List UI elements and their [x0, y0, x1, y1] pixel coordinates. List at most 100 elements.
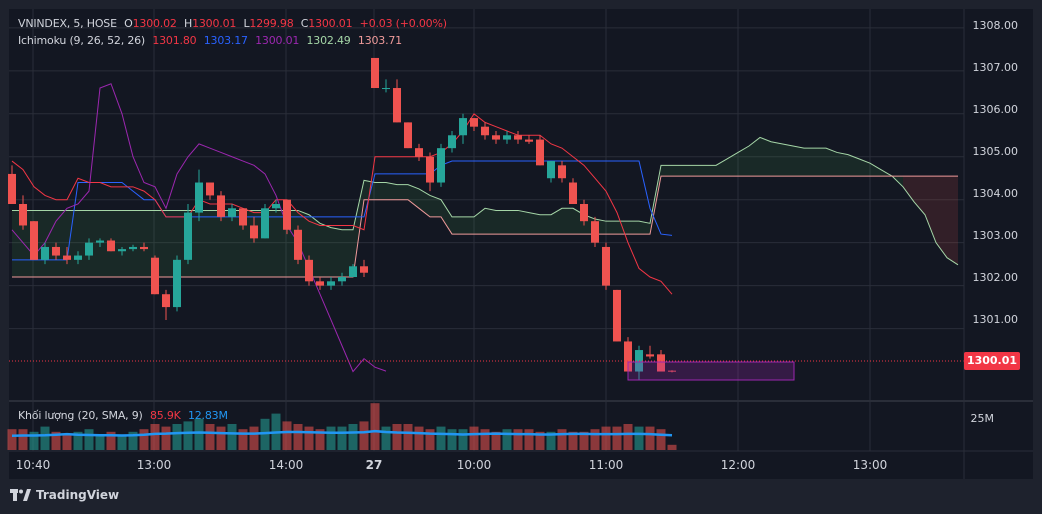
cloud-segment: [320, 223, 331, 278]
volume-bar: [249, 426, 259, 450]
candle-body: [393, 88, 401, 123]
cloud-segment: [925, 176, 936, 243]
symbol-legend[interactable]: VNINDEX, 5, HOSE O1300.02 H1300.01 L1299…: [18, 17, 455, 30]
base-value: 1303.17: [203, 34, 248, 47]
cloud-segment: [221, 210, 232, 278]
volume-bar: [106, 431, 116, 450]
cloud-segment: [111, 210, 122, 278]
volume-bar: [436, 426, 446, 450]
cloud-segment: [694, 165, 705, 177]
volume-bar: [612, 426, 622, 450]
candle-body: [8, 173, 16, 204]
candle-body: [305, 259, 313, 282]
high-label: H: [184, 17, 193, 30]
candle-body: [404, 122, 412, 149]
change-value: +0.03 (+0.00%): [359, 17, 447, 30]
candle-body: [657, 354, 665, 372]
candle-body: [569, 182, 577, 204]
cloud-segment: [551, 208, 562, 235]
symbol-name[interactable]: VNINDEX, 5, HOSE: [18, 17, 117, 30]
time-tick: 13:00: [852, 458, 888, 472]
candle-body: [349, 266, 357, 278]
candle-body: [118, 249, 126, 252]
volume-bar: [51, 431, 61, 450]
candle-body: [525, 139, 533, 142]
cloud-segment: [782, 143, 793, 177]
tradingview-logo[interactable]: TradingView: [10, 488, 119, 502]
volume-bar: [370, 403, 380, 450]
price-axis-area: [964, 9, 1033, 479]
candle-body: [459, 118, 467, 136]
price-tick: 1302.00: [972, 271, 1019, 284]
candle-body: [492, 135, 500, 140]
volume-bar: [260, 418, 270, 450]
cloud-segment: [518, 210, 529, 235]
volume-bar: [557, 429, 567, 450]
cloud-segment: [331, 227, 342, 278]
ichimoku-name[interactable]: Ichimoku (9, 26, 52, 26): [18, 34, 146, 47]
cloud-segment: [100, 210, 111, 278]
tradingview-icon: [10, 489, 31, 501]
candle-body: [195, 182, 203, 213]
time-tick: 12:00: [720, 458, 756, 472]
volume-bar: [480, 429, 490, 450]
volume-bar: [348, 424, 358, 450]
price-tick: 1308.00: [972, 19, 1019, 32]
candle-body: [74, 255, 82, 260]
candle-body: [437, 148, 445, 183]
volume-bar: [513, 429, 523, 450]
volume-bar: [546, 431, 556, 450]
selection-box[interactable]: [627, 361, 795, 381]
candle-body: [316, 281, 324, 286]
volume-sma-value: 12.83M: [187, 409, 228, 422]
volume-bar: [502, 429, 512, 450]
span-b-line: [12, 175, 958, 278]
volume-bar: [414, 426, 424, 450]
volume-bar: [216, 426, 226, 450]
cloud-segment: [485, 208, 496, 235]
volume-name[interactable]: Khối lượng (20, SMA, 9): [18, 409, 143, 422]
ichimoku-legend[interactable]: Ichimoku (9, 26, 52, 26) 1301.80 1303.17…: [18, 34, 406, 47]
last-price-label: 1300.01: [964, 352, 1020, 370]
volume-bar: [623, 424, 633, 450]
volume-bar: [568, 431, 578, 450]
cloud-segment: [903, 176, 914, 202]
cloud-segment: [199, 210, 210, 278]
volume-bar: [161, 426, 171, 450]
candle-body: [360, 266, 368, 273]
cloud-segment: [45, 210, 56, 278]
cloud-segment: [56, 210, 67, 278]
candle-body: [536, 139, 544, 166]
lagging-line: [11, 83, 387, 373]
candle-body: [415, 148, 423, 157]
cloud-segment: [78, 210, 89, 278]
volume-bar: [227, 424, 237, 450]
ichimoku-cloud: [12, 137, 958, 278]
cloud-segment: [562, 208, 573, 235]
time-tick: 27: [365, 458, 383, 472]
volume-bar: [458, 429, 468, 450]
candle-body: [426, 156, 434, 183]
cloud-segment: [89, 210, 100, 278]
cloud-segment: [771, 141, 782, 177]
cloud-segment: [683, 165, 694, 177]
volume-bar: [95, 434, 105, 450]
time-tick: 13:00: [136, 458, 172, 472]
price-tick: 1305.00: [972, 145, 1019, 158]
conversion-line: [11, 113, 673, 295]
candle-body: [250, 225, 258, 239]
cloud-segment: [738, 146, 749, 177]
volume-bar: [359, 421, 369, 450]
candle-body: [591, 221, 599, 243]
candle-body: [41, 246, 49, 260]
cloud-segment: [529, 212, 540, 235]
cloud-segment: [12, 210, 23, 278]
volume-bar: [62, 434, 72, 450]
cloud-segment: [793, 146, 804, 177]
candle-body: [140, 246, 148, 250]
volume-legend[interactable]: Khối lượng (20, SMA, 9) 85.9K 12.83M: [18, 409, 232, 422]
ohlc-values: O1300.02 H1300.01 L1299.98 C1300.01 +0.0…: [124, 17, 451, 30]
cloud-segment: [133, 210, 144, 278]
volume-bar: [447, 429, 457, 450]
